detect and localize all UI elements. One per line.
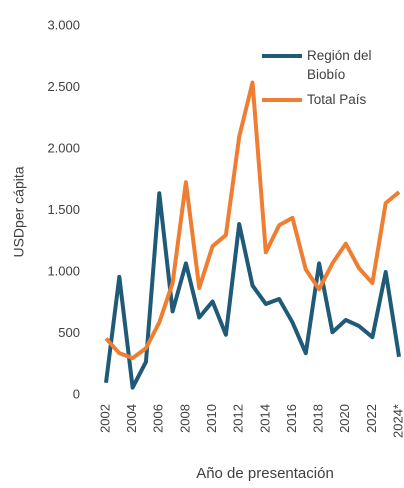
x-tick-label: 2014 [257, 404, 272, 433]
legend: Región del Biobío Total País [262, 46, 404, 115]
y-tick-label: 2.500 [47, 79, 80, 94]
series-line [104, 191, 402, 390]
x-tick-label: 2022 [364, 404, 379, 433]
x-tick-label: 2018 [311, 404, 326, 433]
series-line [104, 80, 401, 361]
x-tick-label: 2016 [284, 404, 299, 433]
x-tick-label: 2002 [97, 404, 112, 433]
x-tick-label: 2012 [231, 404, 246, 433]
y-tick-label: 3.000 [47, 17, 80, 32]
y-tick-label: 2.000 [47, 140, 80, 155]
y-tick-label: 500 [58, 325, 80, 340]
y-tick-label: 1.500 [47, 202, 80, 217]
x-tick-label: 2004 [124, 404, 139, 433]
y-axis-label: USDper cápita [11, 166, 27, 257]
legend-item: Total País [262, 90, 404, 109]
legend-swatch [262, 54, 302, 58]
x-tick-label: 2010 [204, 404, 219, 433]
legend-label: Total País [307, 92, 367, 107]
legend-label: Región del Biobío [307, 48, 372, 82]
x-tick-label: 2020 [337, 404, 352, 433]
x-axis-label: Año de presentación [196, 465, 334, 482]
y-tick-label: 0 [73, 386, 80, 401]
y-tick-label: 1.000 [47, 263, 80, 278]
legend-swatch [262, 98, 302, 102]
x-tick-label: 2024* [390, 404, 404, 438]
x-tick-label: 2006 [151, 404, 166, 433]
legend-item: Región del Biobío [262, 46, 404, 84]
x-tick-label: 2008 [177, 404, 192, 433]
